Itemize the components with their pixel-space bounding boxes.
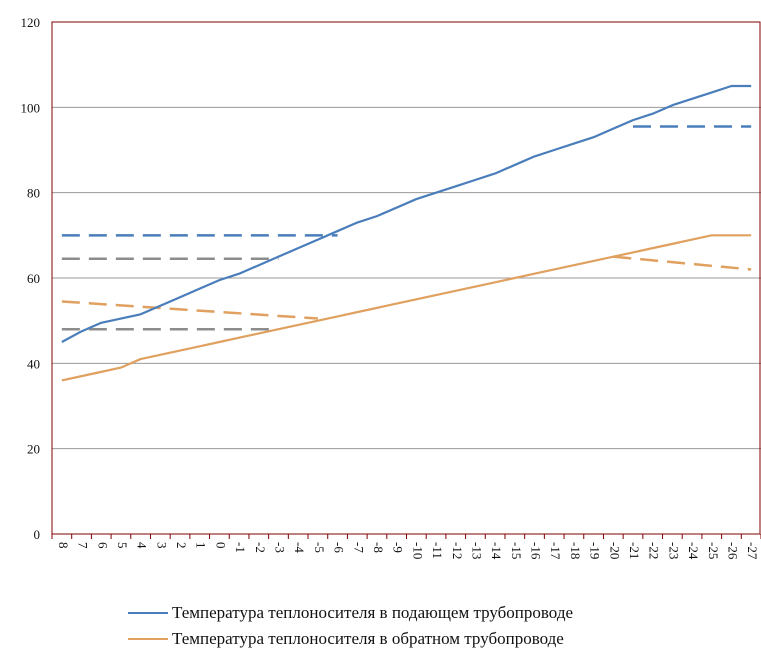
y-tick-label: 100 (21, 100, 41, 115)
x-tick-label: -24 (686, 542, 701, 560)
x-tick-label: -8 (371, 542, 386, 553)
legend: Температура теплоносителя в подающем тру… (128, 600, 748, 652)
series-line-return (61, 234, 752, 382)
x-tick-label: -3 (273, 542, 288, 553)
x-tick-label: 7 (76, 542, 91, 549)
legend-item-supply: Температура теплоносителя в подающем тру… (128, 600, 748, 626)
x-tick-label: 6 (95, 542, 110, 549)
x-tick-label: -25 (706, 542, 721, 559)
series-lines (61, 84, 752, 382)
legend-swatch-supply (128, 612, 168, 614)
reference-line (61, 300, 318, 320)
x-tick-label: -6 (332, 542, 347, 553)
x-tick-label: -12 (450, 542, 465, 559)
plot-frame (51, 21, 761, 539)
y-tick-label: 80 (27, 186, 40, 201)
reference-line (613, 255, 752, 271)
legend-item-return: Температура теплоносителя в обратном тру… (128, 626, 748, 652)
x-tick-label: 3 (154, 542, 169, 549)
x-tick-label: -27 (745, 542, 760, 560)
x-tick-label: -13 (469, 542, 484, 559)
x-tick-label: -23 (666, 542, 681, 559)
x-tick-label: 1 (194, 542, 209, 549)
gridlines (52, 106, 761, 450)
x-tick-label: 2 (174, 542, 189, 549)
series-line-supply (61, 84, 752, 343)
x-tick-label: -7 (351, 542, 366, 553)
x-tick-label: -17 (548, 542, 563, 560)
x-tick-label: -16 (529, 542, 544, 560)
x-tick-label: -22 (647, 542, 662, 559)
x-tick-labels: 8 7 6 5 4 3 2 1 0 -1 -2 -3 -4 -5 -6 -7 -8 -9 -10 -11 -12 -13-… (56, 542, 760, 560)
x-tick-label: -14 (489, 542, 504, 560)
x-tick-label: -21 (627, 542, 642, 559)
x-tick-label: -1 (233, 542, 248, 553)
x-tick-label: 5 (115, 542, 130, 549)
x-tick-label: 0 (213, 542, 228, 549)
x-tick-label: -26 (725, 542, 740, 560)
x-tick-label: -19 (588, 542, 603, 559)
legend-label-return: Температура теплоносителя в обратном тру… (172, 629, 564, 648)
plot-border (51, 21, 761, 535)
y-tick-label: 20 (27, 442, 40, 457)
y-tick-label: 0 (34, 527, 41, 542)
y-tick-labels: 0 20 40 60 80 100 120 (21, 15, 41, 542)
legend-label-supply: Температура теплоносителя в подающем тру… (172, 603, 574, 622)
x-tick-label: -15 (509, 542, 524, 559)
x-tick-label: -10 (410, 542, 425, 559)
x-tick-label: -5 (312, 542, 327, 553)
x-tick-label: -20 (607, 542, 622, 559)
x-tick-label: 8 (56, 542, 71, 549)
x-tick-label: -9 (391, 542, 406, 553)
y-tick-label: 120 (21, 15, 41, 30)
y-tick-label: 60 (27, 271, 40, 286)
x-tick-label: -4 (292, 542, 307, 553)
x-tick-label: -2 (253, 542, 268, 553)
reference-lines (61, 125, 752, 331)
x-tick-label: 4 (135, 542, 150, 549)
y-tick-label: 40 (27, 356, 40, 371)
x-tick-label: -18 (568, 542, 583, 559)
legend-swatch-return (128, 638, 168, 640)
x-tick-label: -11 (430, 542, 445, 559)
